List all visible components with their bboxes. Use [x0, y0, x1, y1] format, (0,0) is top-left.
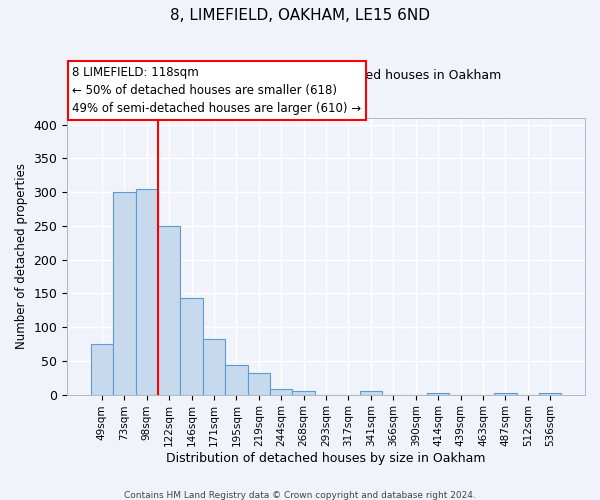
Bar	[292, 390, 315, 394]
Text: 8, LIMEFIELD, OAKHAM, LE15 6ND: 8, LIMEFIELD, OAKHAM, LE15 6ND	[170, 8, 430, 22]
Bar	[270, 388, 292, 394]
Bar	[494, 392, 517, 394]
Bar	[203, 338, 225, 394]
Text: Contains HM Land Registry data © Crown copyright and database right 2024.: Contains HM Land Registry data © Crown c…	[124, 490, 476, 500]
Bar	[539, 392, 562, 394]
Text: 8 LIMEFIELD: 118sqm
← 50% of detached houses are smaller (618)
49% of semi-detac: 8 LIMEFIELD: 118sqm ← 50% of detached ho…	[73, 66, 361, 115]
Bar	[158, 226, 181, 394]
X-axis label: Distribution of detached houses by size in Oakham: Distribution of detached houses by size …	[166, 452, 486, 465]
Bar	[91, 344, 113, 395]
Bar	[181, 298, 203, 394]
Bar	[225, 365, 248, 394]
Bar	[113, 192, 136, 394]
Y-axis label: Number of detached properties: Number of detached properties	[15, 163, 28, 349]
Title: Size of property relative to detached houses in Oakham: Size of property relative to detached ho…	[151, 69, 501, 82]
Bar	[136, 188, 158, 394]
Bar	[360, 391, 382, 394]
Bar	[427, 392, 449, 394]
Bar	[248, 373, 270, 394]
